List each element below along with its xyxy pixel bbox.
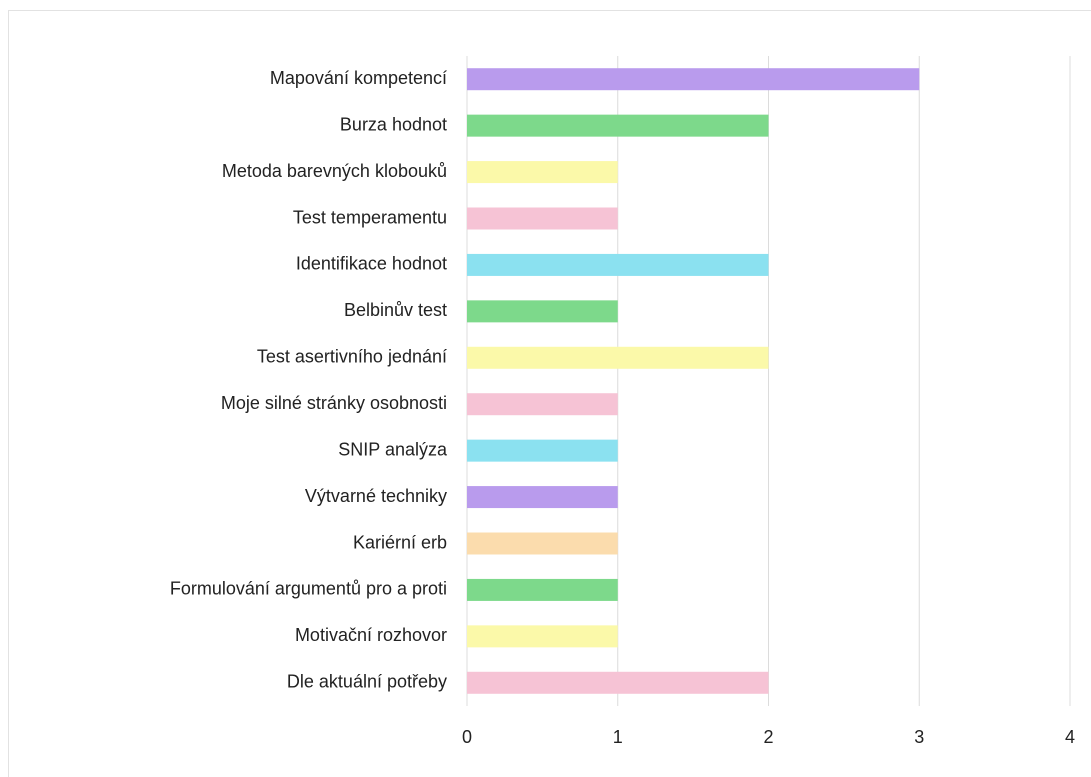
bar	[467, 439, 618, 462]
bar	[467, 346, 769, 369]
bar	[467, 114, 769, 137]
bar	[467, 68, 920, 91]
y-tick-label: Test asertivního jednání	[257, 347, 447, 367]
y-tick-label: Mapování kompetencí	[270, 68, 447, 88]
x-tick-label: 4	[1065, 727, 1075, 747]
y-tick-label: Test temperamentu	[293, 207, 447, 227]
y-tick-label: Belbinův test	[344, 300, 447, 320]
y-tick-label: Motivační rozhovor	[295, 625, 447, 645]
bar	[467, 625, 618, 648]
y-tick-label: Identifikace hodnot	[296, 254, 447, 274]
bar	[467, 300, 618, 323]
bar	[467, 253, 769, 276]
y-tick-label: Formulování argumentů pro a proti	[170, 579, 447, 599]
y-tick-label: Moje silné stránky osobnosti	[221, 393, 447, 413]
bar	[467, 393, 618, 416]
bar	[467, 532, 618, 555]
y-tick-label: Burza hodnot	[340, 114, 447, 134]
y-tick-label: Dle aktuální potřeby	[287, 672, 447, 692]
y-tick-label: SNIP analýza	[338, 439, 448, 459]
bar	[467, 671, 769, 694]
x-tick-label: 1	[613, 727, 623, 747]
x-tick-label: 0	[462, 727, 472, 747]
bar	[467, 161, 618, 184]
y-tick-label: Metoda barevných klobouků	[222, 161, 447, 181]
bar	[467, 207, 618, 230]
bar	[467, 578, 618, 601]
bar	[467, 486, 618, 509]
chart-frame	[8, 10, 1091, 777]
x-tick-label: 2	[763, 727, 773, 747]
y-tick-label: Kariérní erb	[353, 532, 447, 552]
y-tick-label: Výtvarné techniky	[305, 486, 447, 506]
x-tick-label: 3	[914, 727, 924, 747]
